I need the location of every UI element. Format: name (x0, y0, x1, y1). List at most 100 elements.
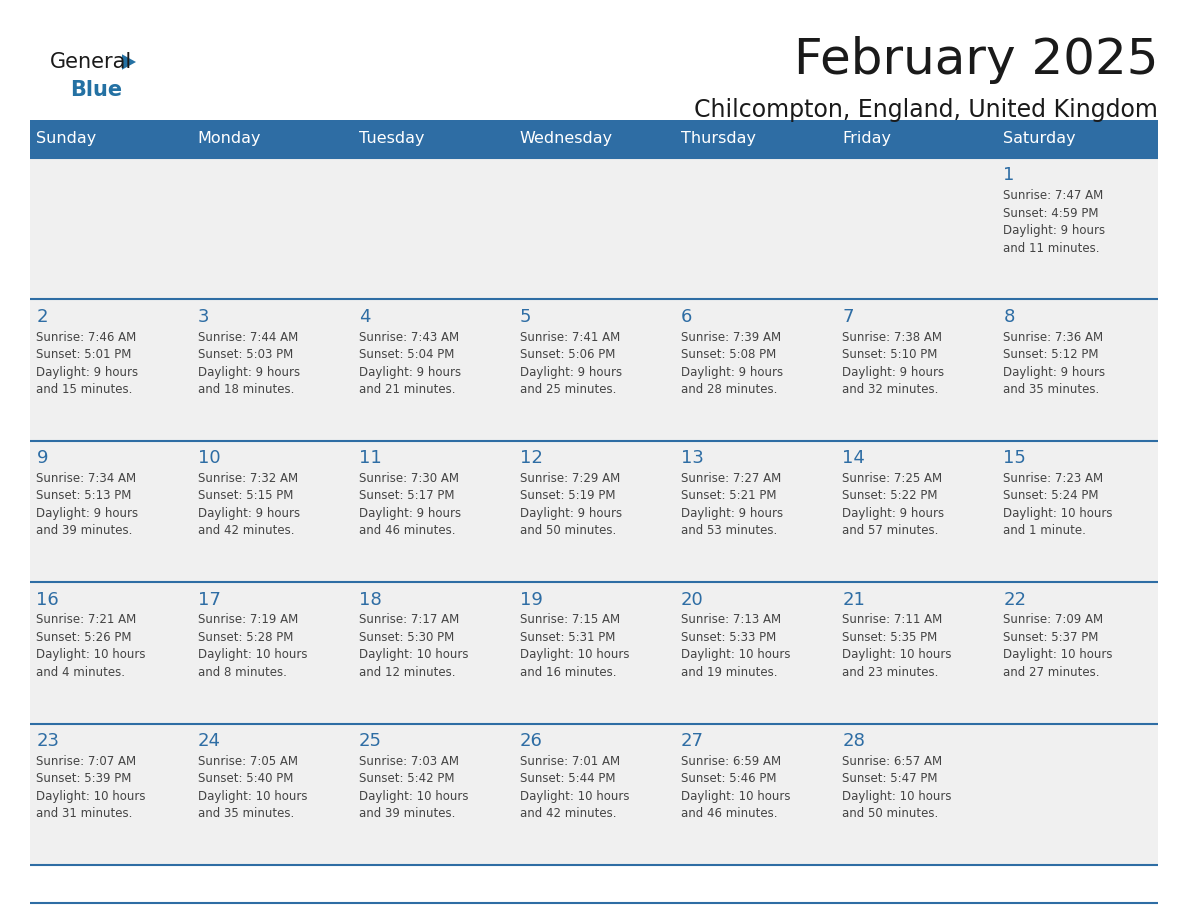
Text: 7: 7 (842, 308, 854, 326)
Text: 28: 28 (842, 732, 865, 750)
Text: Sunrise: 7:21 AM
Sunset: 5:26 PM
Daylight: 10 hours
and 4 minutes.: Sunrise: 7:21 AM Sunset: 5:26 PM Dayligh… (37, 613, 146, 678)
Bar (835, 441, 997, 582)
Text: 22: 22 (1004, 590, 1026, 609)
Bar (997, 723, 1158, 865)
Bar (997, 582, 1158, 723)
Text: Sunrise: 7:47 AM
Sunset: 4:59 PM
Daylight: 9 hours
and 11 minutes.: Sunrise: 7:47 AM Sunset: 4:59 PM Dayligh… (1004, 189, 1105, 254)
Bar (835, 299, 997, 441)
Text: 26: 26 (520, 732, 543, 750)
Polygon shape (122, 54, 135, 70)
Bar (30, 582, 191, 723)
Bar (675, 441, 835, 582)
Text: Sunrise: 7:09 AM
Sunset: 5:37 PM
Daylight: 10 hours
and 27 minutes.: Sunrise: 7:09 AM Sunset: 5:37 PM Dayligh… (1004, 613, 1113, 678)
Text: Sunrise: 6:57 AM
Sunset: 5:47 PM
Daylight: 10 hours
and 50 minutes.: Sunrise: 6:57 AM Sunset: 5:47 PM Dayligh… (842, 755, 952, 820)
Text: 10: 10 (197, 449, 220, 467)
Text: 12: 12 (520, 449, 543, 467)
Text: 2: 2 (37, 308, 48, 326)
Text: Sunrise: 7:19 AM
Sunset: 5:28 PM
Daylight: 10 hours
and 8 minutes.: Sunrise: 7:19 AM Sunset: 5:28 PM Dayligh… (197, 613, 307, 678)
Bar (353, 723, 513, 865)
Text: 23: 23 (37, 732, 59, 750)
Bar (191, 582, 353, 723)
Text: Sunrise: 7:15 AM
Sunset: 5:31 PM
Daylight: 10 hours
and 16 minutes.: Sunrise: 7:15 AM Sunset: 5:31 PM Dayligh… (520, 613, 630, 678)
Text: 6: 6 (681, 308, 693, 326)
Text: 21: 21 (842, 590, 865, 609)
Text: 3: 3 (197, 308, 209, 326)
Text: Sunrise: 7:25 AM
Sunset: 5:22 PM
Daylight: 9 hours
and 57 minutes.: Sunrise: 7:25 AM Sunset: 5:22 PM Dayligh… (842, 472, 944, 537)
Text: General: General (50, 52, 132, 72)
Text: 27: 27 (681, 732, 704, 750)
Text: Sunrise: 7:23 AM
Sunset: 5:24 PM
Daylight: 10 hours
and 1 minute.: Sunrise: 7:23 AM Sunset: 5:24 PM Dayligh… (1004, 472, 1113, 537)
Text: Blue: Blue (70, 80, 122, 100)
Text: Sunrise: 7:05 AM
Sunset: 5:40 PM
Daylight: 10 hours
and 35 minutes.: Sunrise: 7:05 AM Sunset: 5:40 PM Dayligh… (197, 755, 307, 820)
Text: Sunrise: 7:38 AM
Sunset: 5:10 PM
Daylight: 9 hours
and 32 minutes.: Sunrise: 7:38 AM Sunset: 5:10 PM Dayligh… (842, 330, 944, 396)
Text: Sunrise: 7:30 AM
Sunset: 5:17 PM
Daylight: 9 hours
and 46 minutes.: Sunrise: 7:30 AM Sunset: 5:17 PM Dayligh… (359, 472, 461, 537)
Text: 24: 24 (197, 732, 221, 750)
Text: 4: 4 (359, 308, 371, 326)
Text: 16: 16 (37, 590, 59, 609)
Text: 8: 8 (1004, 308, 1015, 326)
Text: Sunrise: 7:29 AM
Sunset: 5:19 PM
Daylight: 9 hours
and 50 minutes.: Sunrise: 7:29 AM Sunset: 5:19 PM Dayligh… (520, 472, 623, 537)
Bar (997, 299, 1158, 441)
Text: Thursday: Thursday (681, 131, 756, 147)
Text: Sunrise: 7:03 AM
Sunset: 5:42 PM
Daylight: 10 hours
and 39 minutes.: Sunrise: 7:03 AM Sunset: 5:42 PM Dayligh… (359, 755, 468, 820)
Text: Sunrise: 7:36 AM
Sunset: 5:12 PM
Daylight: 9 hours
and 35 minutes.: Sunrise: 7:36 AM Sunset: 5:12 PM Dayligh… (1004, 330, 1105, 396)
Bar (30, 441, 191, 582)
Text: Tuesday: Tuesday (359, 131, 424, 147)
Text: Sunrise: 7:34 AM
Sunset: 5:13 PM
Daylight: 9 hours
and 39 minutes.: Sunrise: 7:34 AM Sunset: 5:13 PM Dayligh… (37, 472, 139, 537)
Text: 14: 14 (842, 449, 865, 467)
Text: Monday: Monday (197, 131, 261, 147)
Text: Wednesday: Wednesday (520, 131, 613, 147)
Text: Sunrise: 7:39 AM
Sunset: 5:08 PM
Daylight: 9 hours
and 28 minutes.: Sunrise: 7:39 AM Sunset: 5:08 PM Dayligh… (681, 330, 783, 396)
Text: Sunrise: 7:43 AM
Sunset: 5:04 PM
Daylight: 9 hours
and 21 minutes.: Sunrise: 7:43 AM Sunset: 5:04 PM Dayligh… (359, 330, 461, 396)
Bar (675, 723, 835, 865)
Bar (30, 299, 191, 441)
Text: Sunrise: 7:13 AM
Sunset: 5:33 PM
Daylight: 10 hours
and 19 minutes.: Sunrise: 7:13 AM Sunset: 5:33 PM Dayligh… (681, 613, 790, 678)
Text: 1: 1 (1004, 166, 1015, 185)
Bar (835, 723, 997, 865)
Text: Saturday: Saturday (1004, 131, 1076, 147)
Text: 9: 9 (37, 449, 48, 467)
Bar (675, 299, 835, 441)
Bar (513, 441, 675, 582)
Text: Sunrise: 7:41 AM
Sunset: 5:06 PM
Daylight: 9 hours
and 25 minutes.: Sunrise: 7:41 AM Sunset: 5:06 PM Dayligh… (520, 330, 623, 396)
Text: 5: 5 (520, 308, 531, 326)
Bar (353, 158, 513, 299)
Bar (997, 158, 1158, 299)
Text: 11: 11 (359, 449, 381, 467)
Text: Sunrise: 7:27 AM
Sunset: 5:21 PM
Daylight: 9 hours
and 53 minutes.: Sunrise: 7:27 AM Sunset: 5:21 PM Dayligh… (681, 472, 783, 537)
Text: Sunday: Sunday (37, 131, 96, 147)
Bar (353, 441, 513, 582)
Bar (191, 299, 353, 441)
Text: Sunrise: 7:17 AM
Sunset: 5:30 PM
Daylight: 10 hours
and 12 minutes.: Sunrise: 7:17 AM Sunset: 5:30 PM Dayligh… (359, 613, 468, 678)
Bar (191, 158, 353, 299)
Text: Sunrise: 7:11 AM
Sunset: 5:35 PM
Daylight: 10 hours
and 23 minutes.: Sunrise: 7:11 AM Sunset: 5:35 PM Dayligh… (842, 613, 952, 678)
Text: Chilcompton, England, United Kingdom: Chilcompton, England, United Kingdom (694, 98, 1158, 122)
Text: Sunrise: 7:01 AM
Sunset: 5:44 PM
Daylight: 10 hours
and 42 minutes.: Sunrise: 7:01 AM Sunset: 5:44 PM Dayligh… (520, 755, 630, 820)
Text: 25: 25 (359, 732, 381, 750)
Bar (30, 120, 1158, 158)
Bar (675, 158, 835, 299)
Bar (513, 582, 675, 723)
Text: Sunrise: 7:32 AM
Sunset: 5:15 PM
Daylight: 9 hours
and 42 minutes.: Sunrise: 7:32 AM Sunset: 5:15 PM Dayligh… (197, 472, 299, 537)
Text: Friday: Friday (842, 131, 891, 147)
Bar (191, 441, 353, 582)
Bar (513, 299, 675, 441)
Bar (675, 582, 835, 723)
Bar (353, 299, 513, 441)
Text: 19: 19 (520, 590, 543, 609)
Text: Sunrise: 7:07 AM
Sunset: 5:39 PM
Daylight: 10 hours
and 31 minutes.: Sunrise: 7:07 AM Sunset: 5:39 PM Dayligh… (37, 755, 146, 820)
Bar (353, 582, 513, 723)
Text: 20: 20 (681, 590, 703, 609)
Bar (30, 158, 191, 299)
Text: February 2025: February 2025 (794, 36, 1158, 84)
Text: Sunrise: 6:59 AM
Sunset: 5:46 PM
Daylight: 10 hours
and 46 minutes.: Sunrise: 6:59 AM Sunset: 5:46 PM Dayligh… (681, 755, 790, 820)
Text: Sunrise: 7:44 AM
Sunset: 5:03 PM
Daylight: 9 hours
and 18 minutes.: Sunrise: 7:44 AM Sunset: 5:03 PM Dayligh… (197, 330, 299, 396)
Bar (30, 723, 191, 865)
Bar (835, 158, 997, 299)
Text: Sunrise: 7:46 AM
Sunset: 5:01 PM
Daylight: 9 hours
and 15 minutes.: Sunrise: 7:46 AM Sunset: 5:01 PM Dayligh… (37, 330, 139, 396)
Bar (191, 723, 353, 865)
Bar (513, 158, 675, 299)
Text: 18: 18 (359, 590, 381, 609)
Bar (997, 441, 1158, 582)
Text: 13: 13 (681, 449, 704, 467)
